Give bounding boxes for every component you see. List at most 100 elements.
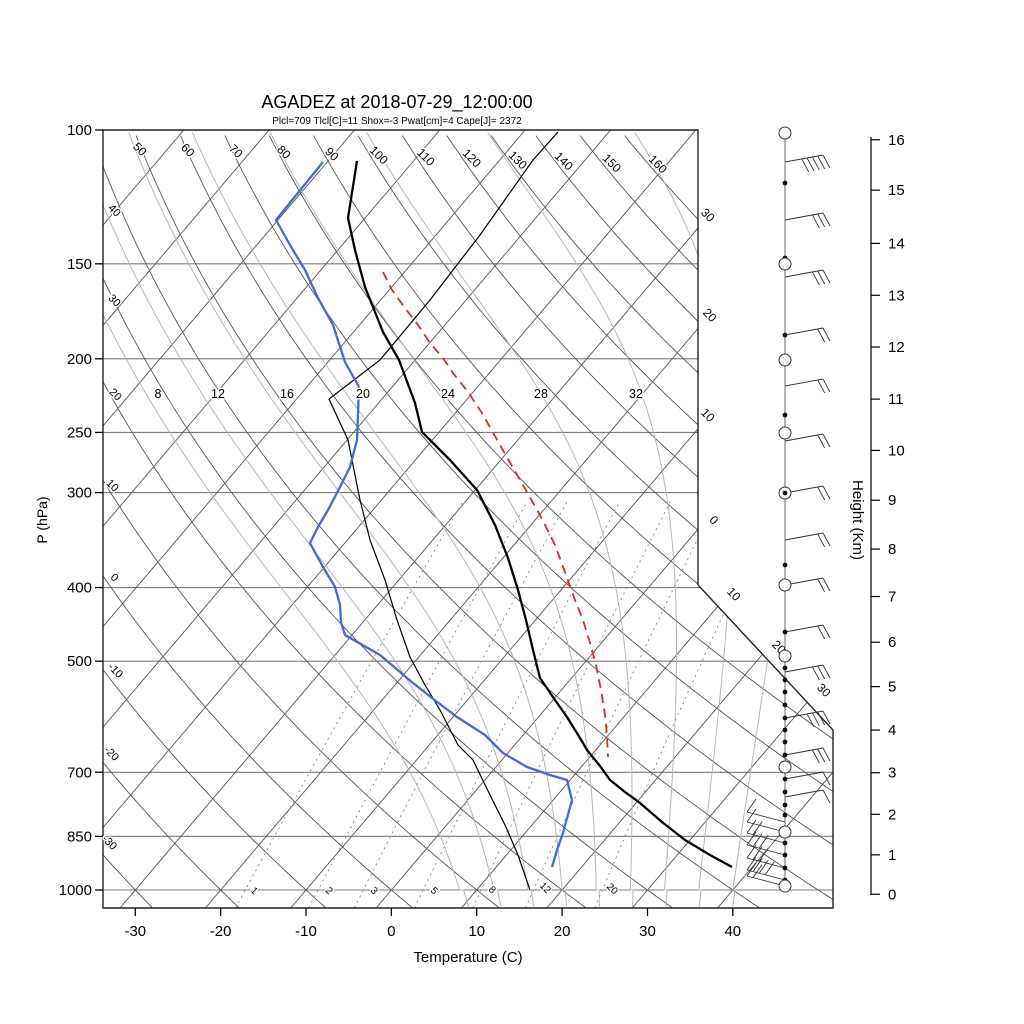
barb-tick (822, 624, 831, 639)
isotherm-label: 10 (724, 584, 744, 604)
height-tick-label: 13 (888, 287, 905, 304)
height-tick-label: 8 (888, 541, 896, 558)
wind-barb (782, 665, 788, 671)
wind-barb (778, 577, 831, 593)
isotherm-line (205, 130, 833, 908)
mixing-ratio-line (308, 501, 528, 908)
mixing-ratio-label: 2 (323, 885, 335, 897)
isotherm-line (103, 130, 611, 908)
barb-tick (752, 858, 763, 872)
barb-tick (758, 859, 769, 874)
station-circle (778, 825, 792, 839)
barb-tick (752, 846, 763, 860)
dry-adiabat-line (490, 135, 833, 908)
wind-barb (782, 624, 831, 640)
station-circle (778, 649, 792, 663)
barb-tick (817, 379, 826, 394)
dry-adiabat-line (103, 135, 327, 908)
barb-tick (822, 577, 831, 592)
dry-adiabat-line (535, 135, 833, 908)
barb-tick (817, 711, 826, 726)
dry-adiabat-line (357, 135, 833, 908)
pressure-tick-label: 200 (67, 351, 92, 368)
dry-adiabat-line (313, 135, 833, 908)
barb-staff (746, 811, 786, 823)
barb-staff (784, 532, 824, 541)
wind-barb (784, 664, 831, 681)
station-circle (778, 126, 792, 140)
height-tick-label: 4 (888, 722, 896, 739)
barb-staff (784, 664, 824, 673)
wind-barb (782, 677, 788, 683)
temperature-curve (346, 160, 733, 869)
dry-adiabat-line (103, 135, 413, 908)
sounding-curves (274, 131, 733, 891)
dry-adiabat-label: 90 (322, 144, 342, 164)
wind-barb (782, 727, 788, 733)
barb-tick (817, 486, 826, 501)
pressure-tick-label: 100 (67, 122, 92, 139)
station-dot (782, 840, 788, 846)
wind-barb (778, 126, 792, 140)
station-dot (782, 776, 788, 782)
pressure-tick-label: 500 (67, 653, 92, 670)
height-tick-label: 0 (888, 886, 896, 903)
dry-adiabat-label: 100 (367, 143, 391, 167)
wind-barb (782, 802, 788, 808)
moist-adiabat-line (732, 132, 805, 907)
barb-tick (746, 798, 757, 813)
y-right-axis-title: Height (Km) (849, 480, 866, 560)
barb-staff (784, 624, 824, 633)
height-tick-label: 15 (888, 182, 905, 199)
barb-tick (746, 856, 757, 871)
barb-tick (811, 749, 820, 764)
barb-tick (817, 625, 826, 640)
mixing-ratio-label: 5 (428, 885, 440, 897)
height-tick-label: 7 (888, 589, 896, 606)
dry-adiabat-line (103, 135, 760, 908)
dry-adiabat-label: 140 (552, 149, 576, 173)
station-dot (782, 715, 788, 721)
barb-staff (784, 747, 824, 756)
station-dot (782, 739, 788, 745)
dry-adiabat-label: 120 (460, 146, 484, 170)
barb-tick (801, 158, 810, 173)
barb-tick (746, 819, 757, 834)
wind-barb (784, 532, 831, 548)
height-tick-label: 9 (888, 492, 896, 509)
barb-staff (784, 327, 824, 336)
barb-tick (822, 212, 831, 227)
temperature-tick-label: -30 (124, 923, 146, 940)
isotherm-label: 20 (700, 305, 720, 325)
isotherm-label: 30 (698, 205, 718, 225)
barb-tick (746, 831, 757, 846)
wind-barb (746, 808, 792, 839)
barb-tick (822, 378, 831, 393)
dry-adiabat-label: 60 (178, 140, 198, 160)
mixing-ratio-label: 20 (604, 881, 620, 897)
wind-barb (782, 562, 788, 568)
height-tick-label: 11 (888, 391, 904, 408)
barb-tick (822, 789, 831, 804)
temperature-tick-label: 10 (468, 923, 485, 940)
barb-staff (784, 154, 824, 163)
barb-tick (817, 533, 826, 548)
wind-barb (782, 747, 831, 764)
dry-adiabat-label: 30 (106, 292, 123, 309)
dry-adiabat-label: 150 (600, 151, 624, 175)
dry-adiabat-line (579, 135, 833, 908)
barb-tick (746, 808, 757, 823)
dry-adiabat-line (103, 135, 500, 908)
dry-adiabat-line (103, 135, 674, 908)
wind-barb (782, 771, 831, 786)
wind-barb (782, 702, 788, 708)
mixing-ratio-label: 1 (248, 885, 260, 897)
temperature-tick-label: -10 (295, 923, 317, 940)
barb-tick (806, 713, 815, 728)
wind-barb (782, 710, 831, 728)
barb-staff (784, 789, 824, 798)
wind-barb (778, 257, 792, 271)
barb-tick (822, 433, 831, 448)
moist-adiabat-label: 12 (211, 387, 225, 401)
barb-tick (822, 327, 831, 342)
